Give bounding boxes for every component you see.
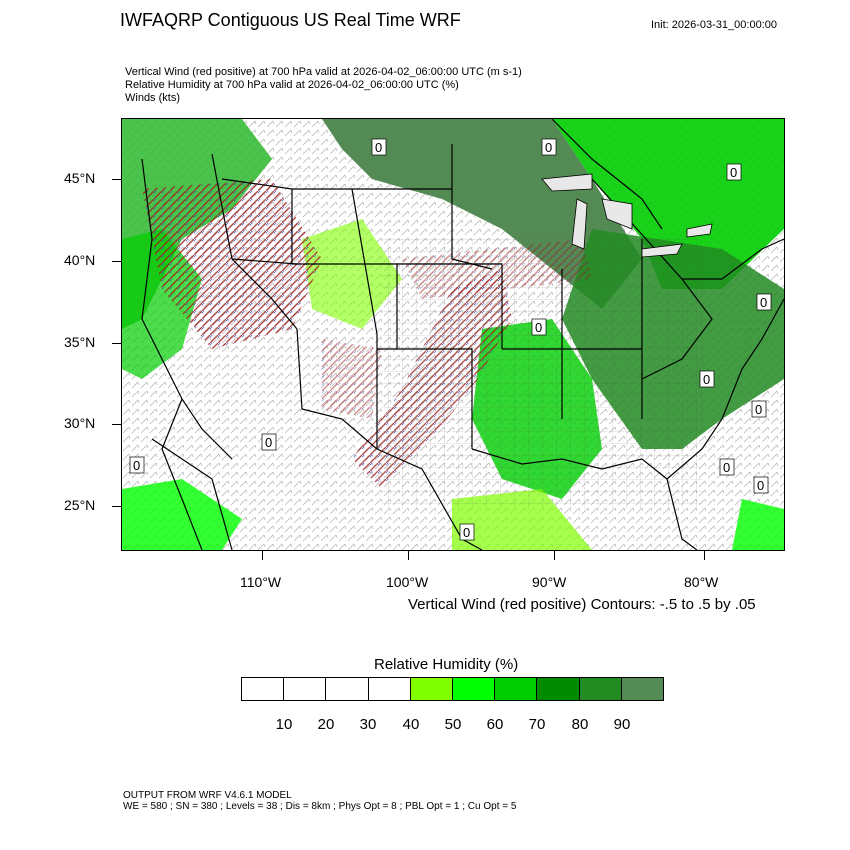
contour-label: 0	[545, 140, 552, 155]
field-description-vertical-wind: Vertical Wind (red positive) at 700 hPa …	[125, 66, 522, 78]
plot-title: IWFAQRP Contiguous US Real Time WRF	[120, 10, 461, 30]
contour-labels: 0 0 0 0 0 0 0 0 0 0 0 0	[129, 138, 772, 541]
legend-label: 30	[359, 716, 377, 733]
legend-swatch	[368, 678, 411, 700]
lat-tick	[112, 179, 121, 180]
lat-label-35n: 35°N	[64, 334, 96, 350]
lat-tick	[112, 424, 121, 425]
contour-label: 0	[375, 140, 382, 155]
lon-label-110w: 110°W	[240, 574, 282, 590]
legend-swatch	[495, 678, 538, 700]
model-parameters: WE = 580 ; SN = 380 ; Levels = 38 ; Dis …	[123, 801, 517, 812]
legend-swatch	[453, 678, 496, 700]
lon-tick	[554, 551, 555, 560]
legend-label: 40	[402, 716, 420, 733]
contour-label: 0	[703, 372, 710, 387]
lat-tick	[112, 261, 121, 262]
weather-map: 0 0 0 0 0 0 0 0 0 0 0 0	[121, 118, 785, 551]
contour-label: 0	[535, 320, 542, 335]
contour-label: 0	[757, 478, 764, 493]
contour-label: 0	[463, 525, 470, 540]
legend-label: 60	[486, 716, 504, 733]
lat-label-30n: 30°N	[64, 415, 96, 431]
lat-tick	[112, 506, 121, 507]
legend-label: 50	[444, 716, 462, 733]
lon-label-90w: 90°W	[532, 574, 567, 590]
contour-label: 0	[265, 435, 272, 450]
contour-label: 0	[755, 402, 762, 417]
lat-tick	[112, 343, 121, 344]
state-boundaries	[141, 119, 784, 550]
legend-label: 90	[613, 716, 631, 733]
legend-swatch	[242, 678, 285, 700]
great-lakes	[541, 173, 713, 258]
lon-tick	[408, 551, 409, 560]
humidity-color-bar	[241, 677, 664, 701]
legend-swatch	[410, 678, 454, 700]
legend-swatch	[326, 678, 369, 700]
lat-label-45n: 45°N	[64, 170, 96, 186]
model-info: OUTPUT FROM WRF V4.6.1 MODEL	[123, 790, 292, 801]
contour-label: 0	[760, 295, 767, 310]
legend-label: 10	[275, 716, 293, 733]
legend-swatch	[284, 678, 327, 700]
legend-label: 70	[528, 716, 546, 733]
legend-label: 80	[571, 716, 589, 733]
legend-title: Relative Humidity (%)	[374, 656, 519, 673]
legend-label: 20	[317, 716, 335, 733]
contour-note: Vertical Wind (red positive) Contours: -…	[408, 596, 756, 613]
legend-swatch	[579, 678, 622, 700]
init-time: Init: 2026-03-31_00:00:00	[651, 19, 777, 31]
contour-label: 0	[723, 460, 730, 475]
contour-label: 0	[133, 458, 140, 473]
lat-label-25n: 25°N	[64, 497, 96, 513]
lon-tick	[262, 551, 263, 560]
lon-tick	[704, 551, 705, 560]
field-description-winds: Winds (kts)	[125, 92, 180, 104]
lon-label-100w: 100°W	[386, 574, 429, 590]
lat-label-40n: 40°N	[64, 252, 96, 268]
legend-swatch	[621, 678, 664, 700]
legend-swatch	[537, 678, 580, 700]
map-canvas: 0 0 0 0 0 0 0 0 0 0 0 0	[122, 119, 784, 550]
field-description-relative-humidity: Relative Humidity at 700 hPa valid at 20…	[125, 79, 459, 91]
contour-label: 0	[730, 165, 737, 180]
lon-label-80w: 80°W	[684, 574, 719, 590]
